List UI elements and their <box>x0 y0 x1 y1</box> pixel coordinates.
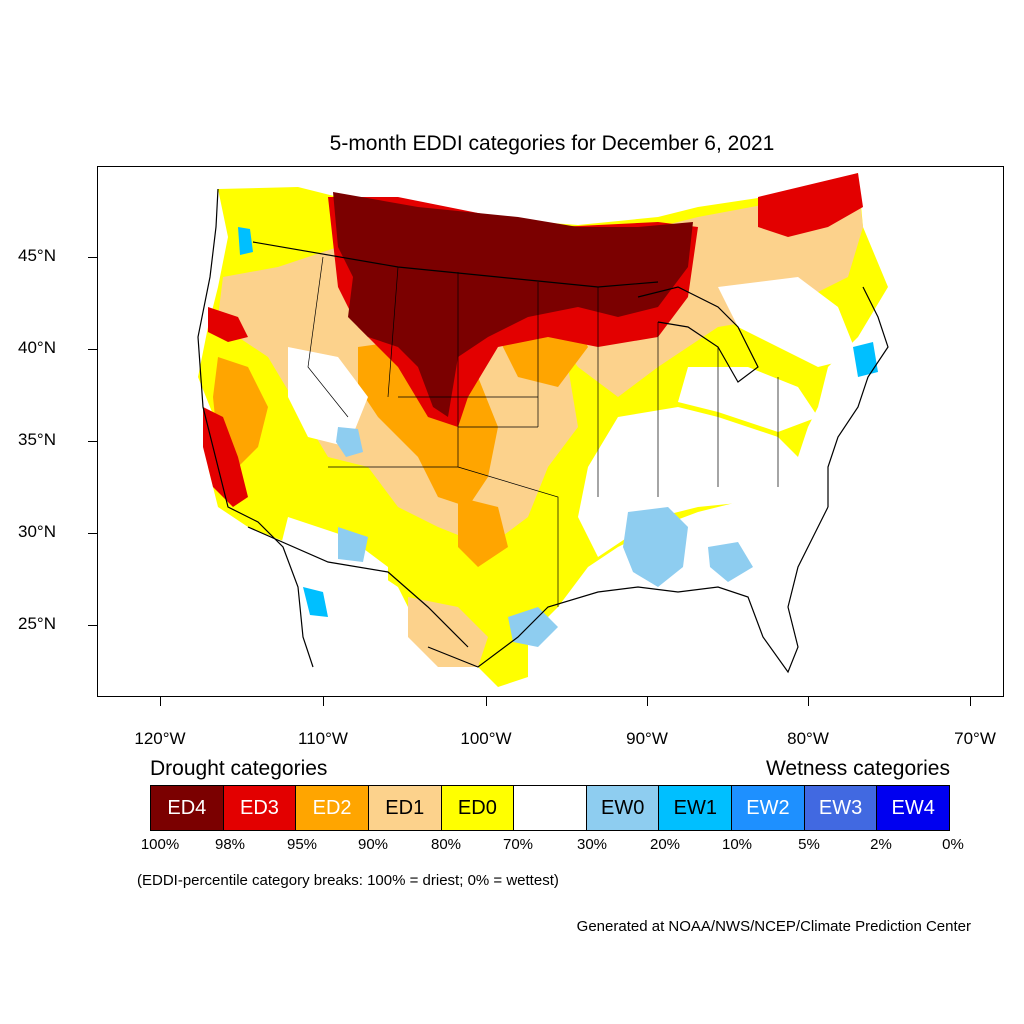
pct-break-100: 100% <box>140 836 180 853</box>
pct-break-20: 20% <box>649 836 681 853</box>
lat-label-25: 25°N <box>18 614 56 633</box>
lon-label-100: 100°W <box>460 729 512 748</box>
legend-swatch-ew1: EW1 <box>659 786 733 830</box>
region-ew1-new-england <box>853 342 878 377</box>
pct-break-0: 0% <box>942 836 964 853</box>
region-ed1-texas <box>408 597 488 667</box>
boundaries <box>197 188 889 674</box>
drought-categories-title: Drought categories <box>150 757 328 780</box>
lon-tick-90 <box>647 697 648 706</box>
lat-tick-25 <box>88 625 97 626</box>
wetness-categories-title: Wetness categories <box>765 757 950 780</box>
region-normal-great-lakes <box>718 277 858 367</box>
legend-swatch-ed2: ED2 <box>296 786 369 830</box>
region-ew0-georgia <box>708 542 753 582</box>
region-ew1-baja <box>303 587 328 617</box>
lat-label-35: 35°N <box>18 430 56 449</box>
region-ew0-arizona <box>338 527 368 562</box>
lon-label-80: 80°W <box>787 729 829 748</box>
gulf-coast <box>427 506 829 674</box>
lat-tick-45 <box>88 257 97 258</box>
lat-tick-30 <box>88 533 97 534</box>
atlantic-coast <box>827 286 889 507</box>
lat-tick-35 <box>88 441 97 442</box>
pct-break-80: 80% <box>430 836 462 853</box>
region-normal-west <box>288 347 368 447</box>
region-ed2-southwest <box>458 497 508 567</box>
region-ed3-oregon <box>208 307 248 342</box>
lon-label-70: 70°W <box>954 729 996 748</box>
category-breaks-note: (EDDI-percentile category breaks: 100% =… <box>137 872 559 889</box>
lon-label-120: 120°W <box>134 729 186 748</box>
lat-label-40: 40°N <box>18 338 56 357</box>
region-ew0-gulf <box>508 607 558 647</box>
legend-swatch-ed3: ED3 <box>223 786 297 830</box>
state-lines <box>307 256 779 607</box>
legend-swatch-ed0: ED0 <box>441 786 515 830</box>
lon-tick-100 <box>486 697 487 706</box>
lon-tick-110 <box>323 697 324 706</box>
pct-break-30: 30% <box>576 836 608 853</box>
region-ed3-quebec <box>758 173 863 237</box>
lat-label-30: 30°N <box>18 522 56 541</box>
category-legend: ED4 ED3 ED2 ED1 ED0 EW0 EW1 EW2 EW3 EW4 <box>150 785 950 831</box>
map-frame <box>97 166 1004 697</box>
pct-break-5: 5% <box>798 836 820 853</box>
pct-break-2: 2% <box>870 836 892 853</box>
map-title: 5-month EDDI categories for December 6, … <box>329 132 775 155</box>
pct-break-95: 95% <box>286 836 318 853</box>
region-ew1-pacific-nw <box>238 227 253 255</box>
legend-swatch-ew4: EW4 <box>877 786 950 830</box>
legend-swatch-ew2: EW2 <box>732 786 805 830</box>
pct-break-70: 70% <box>502 836 534 853</box>
pct-break-10: 10% <box>721 836 753 853</box>
region-ew0-southeast <box>623 507 688 587</box>
pct-break-90: 90% <box>357 836 389 853</box>
canada-border <box>252 241 659 288</box>
lon-label-90: 90°W <box>626 729 668 748</box>
pct-break-98: 98% <box>214 836 246 853</box>
legend-swatch-ed1: ED1 <box>368 786 442 830</box>
region-ed4-northern-plains <box>333 192 693 417</box>
legend-swatch-ed4: ED4 <box>151 786 224 830</box>
legend-swatch-ew3: EW3 <box>804 786 878 830</box>
region-normal-midwest <box>678 367 818 432</box>
legend-swatch-ew0: EW0 <box>586 786 660 830</box>
mexico-border <box>247 526 469 648</box>
region-ew0-nevada <box>336 427 363 457</box>
lon-tick-120 <box>160 697 161 706</box>
lon-label-110: 110°W <box>298 729 348 748</box>
lat-tick-40 <box>88 349 97 350</box>
lon-tick-80 <box>808 697 809 706</box>
legend-swatch-normal <box>514 786 587 830</box>
great-lakes <box>637 286 759 383</box>
lat-label-45: 45°N <box>18 246 56 265</box>
pacific-coast <box>197 188 314 668</box>
eddi-map <box>197 173 889 687</box>
lon-tick-70 <box>970 697 971 706</box>
region-ed3-california <box>203 407 248 507</box>
credit-line: Generated at NOAA/NWS/NCEP/Climate Predi… <box>576 918 971 935</box>
